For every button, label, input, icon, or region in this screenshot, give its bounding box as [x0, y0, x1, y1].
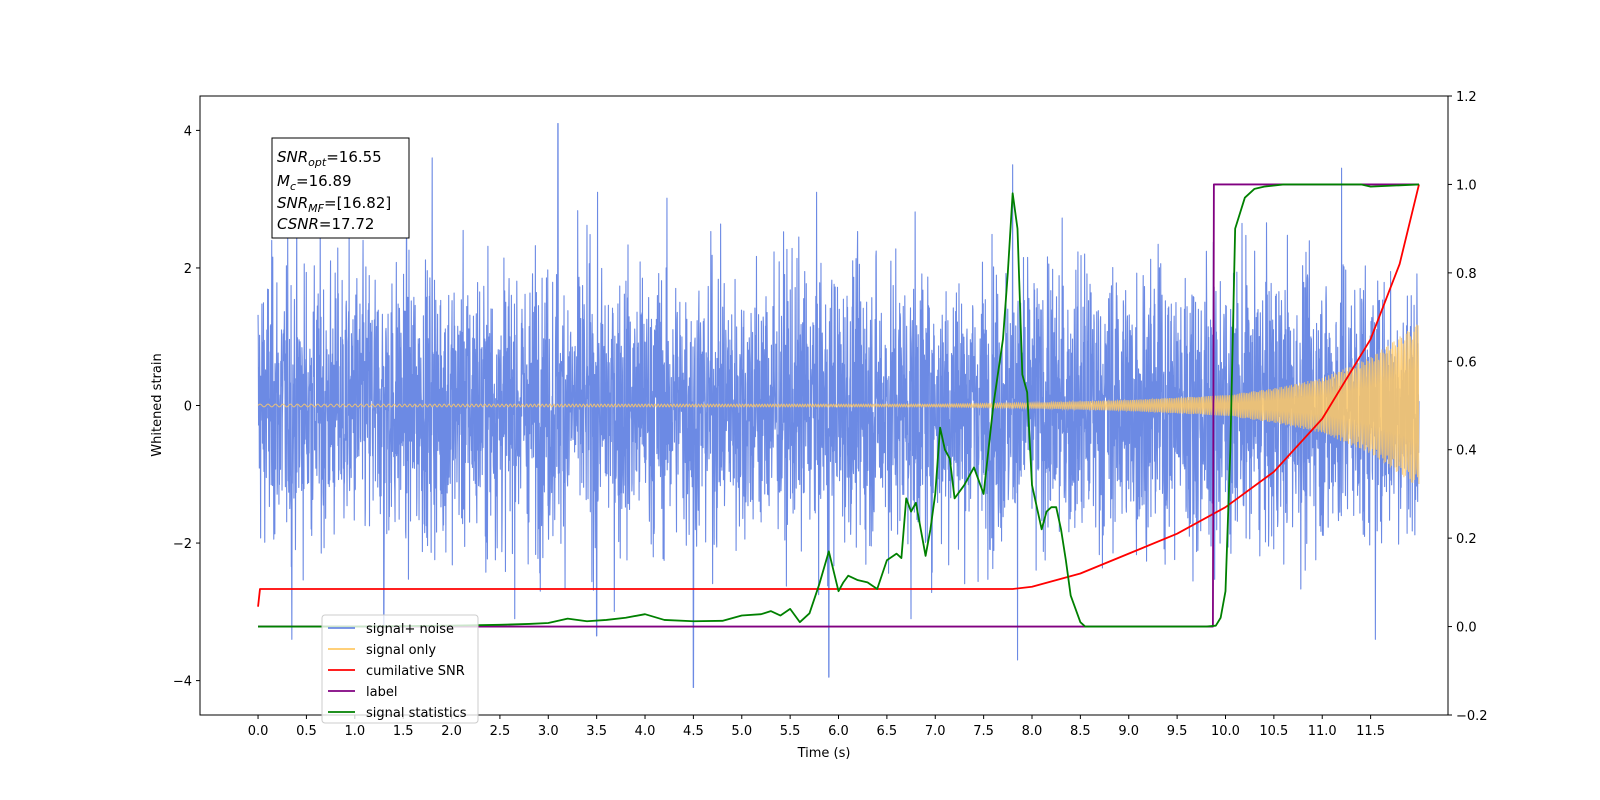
x-tick-label: 0.5: [296, 724, 317, 739]
y-tick-label: 0: [184, 400, 192, 415]
y-tick-label: 4: [184, 124, 192, 139]
y2-tick-label: 1.0: [1456, 178, 1477, 193]
legend-frame: [321, 614, 479, 724]
stats-snr-opt: SNRopt=16.55: [277, 148, 382, 169]
stats-mc: Mc=16.89: [277, 172, 352, 193]
x-tick-label: 1.5: [393, 724, 414, 739]
x-tick-label: 7.0: [925, 724, 946, 739]
series-cumilative-snr: [257, 184, 1420, 607]
y2-tick-label: 0.8: [1456, 267, 1477, 282]
x-tick-label: 0.0: [248, 724, 269, 739]
y-axis-right: −0.2 0.0 0.2 0.4 0.6 0.8 1.0 1.2: [1448, 90, 1488, 724]
y-axis-left: −4 −2 0 2 4: [173, 124, 200, 690]
legend-label: signal statistics: [366, 706, 467, 721]
x-tick-label: 3.0: [538, 724, 559, 739]
y-tick-label: −2: [173, 537, 192, 552]
y-tick-label: 2: [184, 262, 192, 277]
y2-tick-label: 0.2: [1456, 532, 1477, 547]
series-signal-noise: [257, 122, 1420, 689]
x-tick-label: 1.0: [344, 724, 365, 739]
legend-label: cumilative SNR: [366, 664, 465, 679]
x-tick-label: 10.0: [1211, 724, 1240, 739]
stats-snr-mf: SNRMF=[16.82]: [277, 194, 391, 215]
x-tick-label: 9.0: [1118, 724, 1139, 739]
y-tick-label: −4: [173, 675, 192, 690]
stats-csnr: CSNR=17.72: [277, 215, 374, 233]
x-axis-label: Time (s): [797, 746, 851, 761]
y2-tick-label: 0.6: [1456, 355, 1477, 370]
x-tick-label: 8.5: [1070, 724, 1091, 739]
y2-tick-label: 0.4: [1456, 444, 1477, 459]
x-tick-label: 2.5: [490, 724, 511, 739]
y-axis-label: Whitened strain: [150, 353, 165, 456]
stats-box-frame: [271, 137, 410, 239]
y2-tick-label: 0.0: [1456, 621, 1477, 636]
legend-label: signal only: [366, 643, 436, 658]
x-tick-label: 5.5: [780, 724, 801, 739]
x-tick-label: 11.0: [1308, 724, 1337, 739]
y2-tick-label: 1.2: [1456, 90, 1477, 105]
legend: signal+ noise signal only cumilative SNR la…: [321, 614, 479, 724]
y2-tick-label: −0.2: [1456, 709, 1488, 724]
series-signal-only: [257, 324, 1420, 484]
stats-box: SNRopt=16.55 Mc=16.89 SNRMF=[16.82] CSNR…: [271, 137, 410, 239]
x-tick-label: 10.5: [1259, 724, 1288, 739]
x-tick-label: 6.5: [877, 724, 898, 739]
x-tick-label: 11.5: [1356, 724, 1385, 739]
x-tick-label: 3.5: [586, 724, 607, 739]
x-tick-label: 2.0: [441, 724, 462, 739]
x-tick-label: 5.0: [731, 724, 752, 739]
legend-label: signal+ noise: [366, 622, 454, 637]
x-tick-label: 9.5: [1167, 724, 1188, 739]
x-axis: 0.0 0.5 1.0 1.5 2.0 2.5 3.0 3.5 4.0 4.5 5.0 5.5 6.0 6…: [248, 715, 1385, 739]
x-tick-label: 7.5: [973, 724, 994, 739]
series-signal-statistics: [258, 183, 1420, 628]
x-tick-label: 6.0: [828, 724, 849, 739]
x-tick-label: 8.0: [1022, 724, 1043, 739]
series-layer: [257, 122, 1420, 689]
x-tick-label: 4.0: [635, 724, 656, 739]
x-tick-label: 4.5: [683, 724, 704, 739]
legend-label: label: [366, 685, 397, 700]
